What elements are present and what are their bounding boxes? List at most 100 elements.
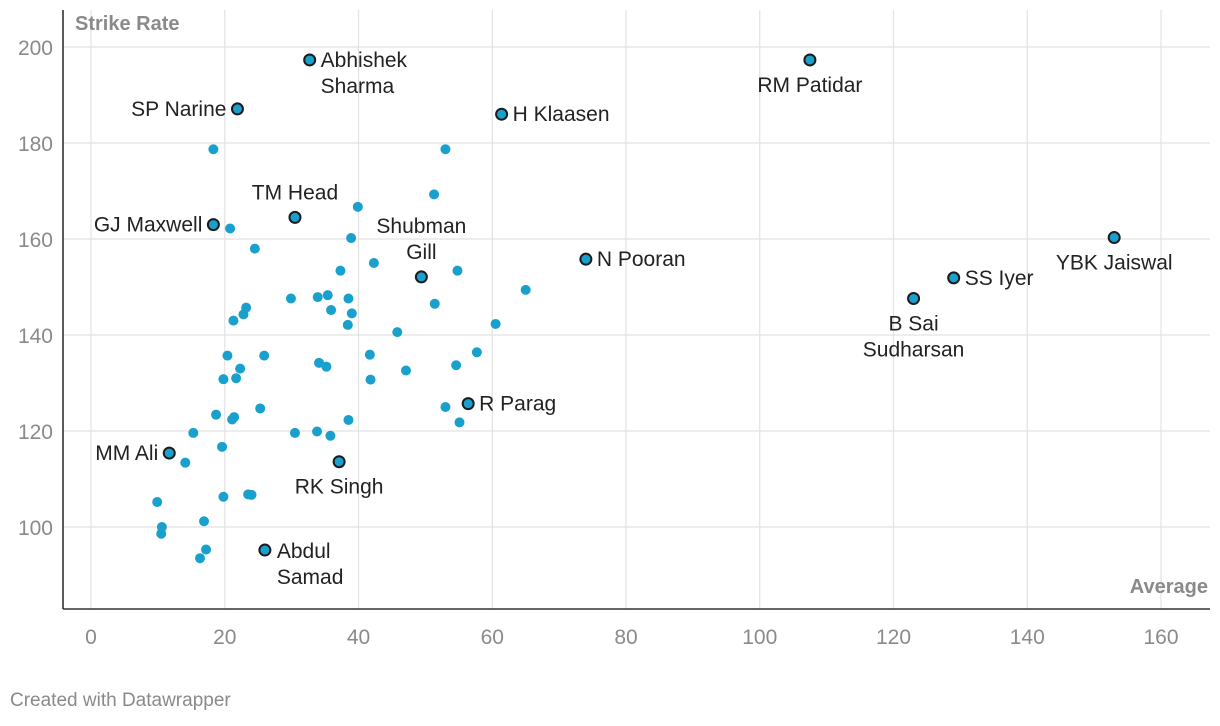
- point-label-line: N Pooran: [597, 248, 686, 271]
- data-point: [211, 409, 222, 420]
- highlighted-point: [258, 543, 272, 557]
- data-point: [312, 292, 323, 303]
- data-point: [238, 309, 249, 320]
- data-point: [180, 457, 191, 468]
- data-point: [289, 427, 300, 438]
- highlighted-point: [579, 252, 593, 266]
- highlighted-point: [907, 292, 921, 306]
- data-point: [229, 412, 240, 423]
- highlighted-point: [332, 455, 346, 469]
- data-point: [314, 357, 325, 368]
- data-point: [342, 319, 353, 330]
- data-point: [249, 243, 260, 254]
- point-label-line: SP Narine: [131, 98, 226, 121]
- y-tick-label: 160: [18, 229, 53, 252]
- data-point: [285, 293, 296, 304]
- point-label-line: H Klaasen: [513, 103, 610, 126]
- point-label: Shubman Gill: [376, 215, 466, 264]
- data-point: [231, 373, 242, 384]
- highlighted-point: [303, 53, 317, 67]
- y-axis-title: Strike Rate: [75, 13, 180, 35]
- data-point: [440, 144, 451, 155]
- point-label: YBK Jaiswal: [1056, 252, 1173, 275]
- point-label-line: Abdul: [277, 540, 331, 563]
- data-point: [225, 223, 236, 234]
- point-label-line: GJ Maxwell: [94, 214, 203, 237]
- data-point: [235, 363, 246, 374]
- point-label-line: R Parag: [479, 393, 556, 416]
- point-label-line: Abhishek: [321, 49, 408, 72]
- x-tick-label: 0: [85, 626, 97, 649]
- y-tick-label: 120: [18, 421, 53, 444]
- highlighted-point: [803, 53, 817, 67]
- data-point: [368, 258, 379, 268]
- point-label: Abdul Samad: [277, 540, 344, 589]
- data-point: [259, 350, 270, 361]
- highlighted-point: [414, 270, 428, 284]
- x-tick-label: 80: [614, 626, 637, 649]
- data-point: [152, 497, 163, 508]
- highlighted-point: [206, 218, 220, 232]
- data-point: [346, 308, 357, 319]
- data-point: [156, 528, 167, 539]
- point-label: H Klaasen: [513, 103, 610, 126]
- data-point: [208, 144, 219, 155]
- point-label-line: RM Patidar: [757, 74, 862, 97]
- point-label-line: Sudharsan: [863, 339, 965, 362]
- y-tick-label: 140: [18, 325, 53, 348]
- grid-layer: 0 20 40 60 80 100 120 140 160 100 120 140 160 180 200: [18, 10, 1210, 649]
- data-point: [199, 516, 210, 527]
- data-point: [188, 427, 199, 438]
- data-point: [201, 544, 212, 555]
- data-point: [352, 201, 363, 212]
- data-point: [365, 374, 376, 385]
- data-point: [490, 318, 501, 329]
- highlighted-point: [288, 210, 302, 224]
- point-label: MM Ali: [95, 442, 158, 465]
- data-point: [218, 491, 229, 502]
- x-tick-label: 100: [742, 626, 777, 649]
- data-point: [429, 189, 440, 200]
- data-point: [255, 403, 266, 414]
- highlighted-point: [947, 271, 961, 285]
- point-label-line: Shubman: [376, 215, 466, 238]
- scatter-chart: 0 20 40 60 80 100 120 140 160100120140160180200 …: [18, 10, 1210, 649]
- data-point: [326, 305, 337, 316]
- point-label-line: Gill: [406, 241, 436, 264]
- highlighted-point: [162, 446, 176, 460]
- point-label: SS Iyer: [965, 267, 1034, 290]
- data-point: [195, 553, 206, 564]
- x-tick-label: 60: [481, 626, 504, 649]
- point-label-line: B Sai: [888, 313, 938, 336]
- data-point: [392, 327, 403, 338]
- point-label: RK Singh: [295, 476, 384, 499]
- data-point: [451, 360, 462, 371]
- y-tick-label: 200: [18, 37, 53, 60]
- highlighted-point: [495, 107, 509, 121]
- highlighted-point: [1107, 231, 1121, 245]
- data-point: [325, 430, 336, 441]
- point-label-line: MM Ali: [95, 442, 158, 465]
- footer-credit: Created with Datawrapper: [10, 690, 231, 711]
- point-label: RM Patidar: [757, 74, 862, 97]
- x-tick-label: 120: [876, 626, 911, 649]
- data-point: [454, 417, 465, 428]
- x-axis-title: Average: [1130, 576, 1208, 598]
- data-point: [452, 265, 463, 276]
- point-label-line: YBK Jaiswal: [1056, 252, 1173, 275]
- highlighted-point: [461, 397, 475, 411]
- labels-layer: Abhishek Sharma RM Patidar SP Narine H Klaas…: [94, 49, 1173, 589]
- data-point: [322, 290, 333, 301]
- data-point: [246, 489, 257, 500]
- highlighted-point: [230, 102, 244, 116]
- data-point: [343, 414, 354, 425]
- point-label-line: TM Head: [252, 181, 338, 204]
- data-point: [218, 374, 229, 385]
- point-label-line: SS Iyer: [965, 267, 1034, 290]
- points-layer: [152, 53, 1121, 564]
- x-tick-label: 40: [347, 626, 370, 649]
- point-label: N Pooran: [597, 248, 686, 271]
- x-tick-label: 160: [1143, 626, 1178, 649]
- data-point: [217, 441, 228, 452]
- data-point: [429, 298, 440, 309]
